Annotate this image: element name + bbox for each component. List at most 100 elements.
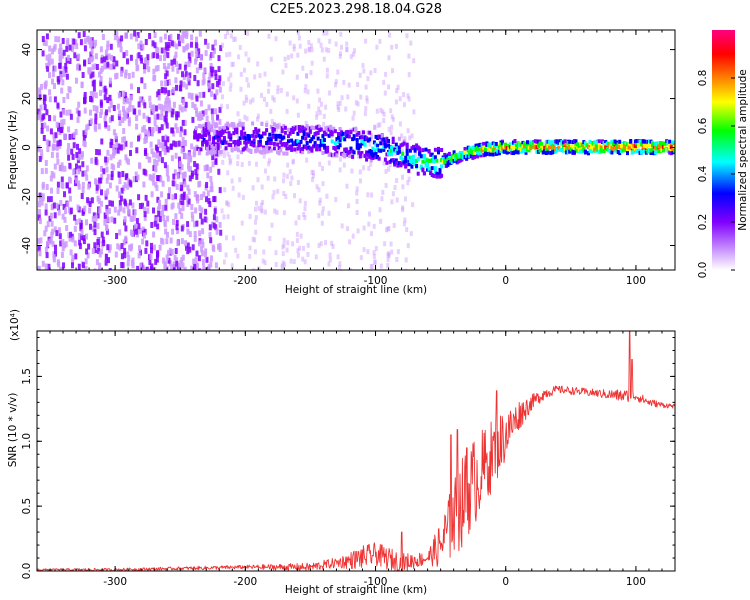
spectrogram-cell	[338, 53, 342, 59]
spectrogram-cell	[87, 243, 91, 250]
spectrogram-cell	[512, 146, 515, 151]
spectrogram-cell	[91, 80, 95, 87]
spectrogram-cell	[597, 139, 601, 144]
spectrogram-cell	[237, 192, 241, 198]
spectrogram-cell	[97, 183, 101, 190]
spectrogram-cell	[188, 175, 192, 182]
spectrogram-cell	[151, 40, 155, 47]
spectrogram-cell	[59, 43, 63, 50]
spectrogram-cell	[119, 144, 123, 151]
spectrogram-cell	[198, 30, 202, 37]
spectrogram-cell	[141, 226, 145, 233]
spectrogram-cell	[236, 111, 240, 117]
spectrogram-cell	[38, 218, 42, 225]
spectrogram-cell	[202, 191, 206, 198]
spectrogram-cell	[482, 141, 486, 146]
spectrogram-ylabel: Frequency (Hz)	[7, 110, 19, 189]
spectrogram-cell	[655, 146, 659, 151]
spectrogram-cell	[426, 167, 429, 172]
spectrogram-cell	[193, 231, 197, 237]
spectrogram-cell	[205, 182, 209, 188]
spectrogram-cell	[336, 69, 340, 75]
spectrogram-cell	[401, 207, 405, 213]
spectrogram-cell	[230, 178, 234, 184]
spectrogram-cell	[172, 140, 176, 147]
colorbar: 0.00.20.40.60.8 Normalized spectral ampl…	[697, 30, 749, 278]
spectrogram-cell	[622, 141, 626, 146]
spectrogram-cell	[322, 143, 326, 148]
spectrogram-cell	[373, 68, 377, 73]
spectrogram-cell	[108, 77, 112, 84]
spectrogram-cell	[124, 140, 128, 147]
spectrogram-cell	[210, 255, 213, 262]
spectrogram-cell	[301, 125, 305, 130]
spectrogram-cell	[362, 139, 365, 144]
spectrogram-cell	[610, 145, 614, 150]
spectrogram-cell	[263, 71, 267, 77]
spectrogram-cell	[258, 142, 262, 147]
colorbar-tick-label: 0.0	[697, 262, 709, 279]
spectrogram-cell	[252, 143, 256, 148]
spectrogram-cell	[67, 143, 71, 149]
spectrogram-cell	[463, 155, 467, 160]
spectrogram-cell	[53, 96, 57, 103]
spectrogram-cell	[633, 146, 637, 151]
spectrogram-cell	[57, 227, 61, 234]
spectrogram-cell	[320, 101, 323, 107]
spectrogram-cell	[437, 150, 440, 155]
spectrogram-cell	[52, 172, 56, 179]
spectrogram-cell	[257, 205, 261, 211]
spectrogram-cell	[182, 31, 186, 38]
spectrogram-cell	[205, 196, 208, 203]
spectrogram-cell	[502, 149, 506, 154]
spectrogram-cell	[232, 122, 236, 127]
spectrogram-cell	[145, 240, 149, 247]
spectrogram-cell	[412, 159, 415, 164]
spectrogram-cell	[358, 144, 362, 149]
spectrogram-cell	[132, 176, 136, 183]
spectrogram-cell	[369, 70, 373, 76]
spectrogram-cell	[430, 166, 434, 171]
spectrogram-cell	[351, 154, 355, 159]
spectrogram-cell	[547, 140, 551, 145]
spectrogram-cell	[193, 134, 197, 139]
spectrogram-cell	[180, 193, 184, 200]
spectrogram-cell	[179, 85, 183, 92]
spectrogram-cell	[391, 136, 395, 141]
spectrogram-cell	[232, 140, 236, 145]
spectrogram-cell	[282, 237, 286, 243]
spectrogram-cell	[195, 55, 199, 62]
spectrogram-cell	[465, 154, 469, 158]
spectrogram-cell	[233, 36, 237, 42]
spectrogram-cell	[218, 187, 222, 194]
spectrogram-cell	[286, 54, 290, 60]
spectrogram-cell	[395, 178, 399, 183]
spectrogram-cell	[390, 124, 394, 130]
spectrogram-cell	[156, 250, 160, 257]
spectrogram-cell	[479, 153, 483, 158]
spectrogram-cell	[260, 208, 264, 214]
spectrogram-cell	[210, 149, 214, 154]
spectrogram-cell	[396, 84, 400, 90]
spectrogram-cell	[180, 225, 184, 232]
spectrogram-cell	[340, 151, 344, 156]
spectrogram-cell	[572, 139, 576, 144]
spectrogram-cell	[86, 197, 90, 204]
spectrogram-cell	[263, 96, 266, 102]
spectrogram-cell	[125, 50, 129, 57]
spectrogram-cell	[295, 148, 299, 154]
spectrogram-cell	[508, 142, 512, 147]
spectrogram-cell	[543, 145, 547, 150]
spectrogram-cell	[64, 241, 68, 248]
spectrogram-cell	[73, 240, 77, 247]
spectrogram-cell	[122, 239, 126, 246]
spectrogram-cell	[393, 160, 397, 165]
spectrogram-cell	[138, 96, 142, 103]
spectrogram-cell	[43, 122, 47, 129]
spectrogram-cell	[143, 214, 147, 221]
spectrogram-cell	[157, 155, 161, 162]
spectrogram-cell	[158, 244, 162, 251]
spectrogram-cell	[199, 111, 202, 118]
spectrogram-cell	[290, 138, 294, 143]
spectrogram-cell	[44, 40, 48, 47]
